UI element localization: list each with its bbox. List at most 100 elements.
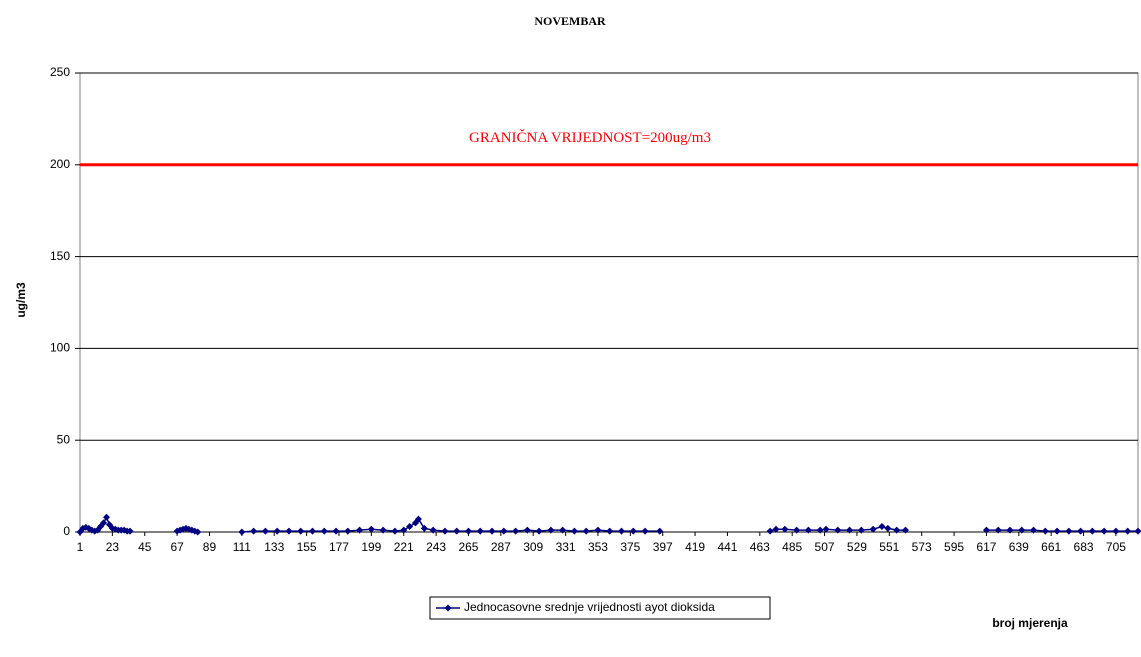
- x-tick-label: 265: [458, 540, 478, 554]
- marker: [441, 527, 449, 535]
- marker: [559, 526, 567, 534]
- marker: [250, 527, 258, 535]
- x-tick-label: 595: [944, 540, 964, 554]
- x-tick-label: 287: [491, 540, 511, 554]
- marker: [453, 527, 461, 535]
- legend-box: [429, 596, 771, 620]
- marker: [1018, 526, 1026, 534]
- x-tick-label: 155: [297, 540, 317, 554]
- marker: [308, 527, 316, 535]
- legend-label: Jednocasovne srednje vrijednosti ayot di…: [464, 600, 715, 614]
- x-tick-label: 353: [588, 540, 608, 554]
- x-tick-label: 111: [233, 540, 252, 554]
- x-tick-label: 683: [1074, 540, 1094, 554]
- marker: [804, 526, 812, 534]
- marker: [102, 513, 110, 521]
- marker: [629, 527, 637, 535]
- marker: [1100, 527, 1108, 535]
- marker: [535, 527, 543, 535]
- marker: [523, 526, 531, 534]
- x-tick-label: 397: [653, 540, 673, 554]
- y-tick-label: 0: [63, 524, 70, 538]
- marker: [356, 526, 364, 534]
- x-tick-label: 243: [426, 540, 446, 554]
- marker: [878, 522, 886, 530]
- marker: [512, 527, 520, 535]
- x-tick-label: 485: [782, 540, 802, 554]
- x-tick-label: 133: [264, 540, 284, 554]
- marker: [126, 527, 134, 535]
- x-tick-label: 67: [170, 540, 184, 554]
- marker: [332, 527, 340, 535]
- x-tick-label: 89: [203, 540, 217, 554]
- x-axis-label: broj mjerenja: [992, 616, 1068, 630]
- marker: [464, 527, 472, 535]
- marker: [1077, 527, 1085, 535]
- x-tick-label: 23: [106, 540, 120, 554]
- x-tick-label: 507: [815, 540, 835, 554]
- marker: [816, 526, 824, 534]
- x-tick-label: 331: [556, 540, 576, 554]
- y-tick-label: 150: [50, 249, 70, 263]
- marker: [1088, 527, 1096, 535]
- x-tick-label: 177: [329, 540, 349, 554]
- y-tick-label: 50: [57, 432, 71, 446]
- marker: [261, 527, 269, 535]
- annotation: GRANIČNA VRIJEDNOST=200ug/m3: [469, 129, 711, 146]
- marker: [594, 526, 602, 534]
- marker: [476, 527, 484, 535]
- chart-title: NOVEMBAR: [534, 14, 606, 28]
- marker: [1124, 527, 1132, 535]
- x-tick-label: 705: [1106, 540, 1126, 554]
- marker: [100, 519, 108, 527]
- y-tick-label: 250: [50, 65, 70, 79]
- marker: [320, 527, 328, 535]
- marker: [582, 527, 590, 535]
- x-tick-label: 1: [77, 540, 84, 554]
- marker: [429, 526, 437, 534]
- marker: [285, 527, 293, 535]
- x-tick-label: 419: [685, 540, 705, 554]
- plot-area: [79, 72, 1139, 533]
- marker: [846, 526, 854, 534]
- marker: [766, 527, 774, 535]
- x-tick-label: 441: [717, 540, 737, 554]
- marker: [297, 527, 305, 535]
- marker: [606, 527, 614, 535]
- marker: [367, 525, 375, 533]
- marker: [857, 526, 865, 534]
- marker: [406, 522, 414, 530]
- marker: [781, 525, 789, 533]
- marker: [1053, 527, 1061, 535]
- marker: [1006, 526, 1014, 534]
- marker: [982, 526, 990, 534]
- legend-marker: [444, 604, 452, 612]
- marker: [547, 526, 555, 534]
- marker: [400, 526, 408, 534]
- marker: [869, 525, 877, 533]
- marker: [994, 526, 1002, 534]
- marker: [391, 527, 399, 535]
- marker: [793, 526, 801, 534]
- x-tick-label: 661: [1041, 540, 1061, 554]
- x-tick-label: 639: [1009, 540, 1029, 554]
- marker: [500, 527, 508, 535]
- x-tick-label: 551: [879, 540, 899, 554]
- marker: [273, 527, 281, 535]
- marker: [420, 524, 428, 532]
- marker: [1134, 527, 1141, 535]
- marker: [902, 526, 910, 534]
- marker: [238, 528, 246, 536]
- marker: [1112, 527, 1120, 535]
- y-axis-label: ug/m3: [14, 282, 28, 318]
- marker: [772, 525, 780, 533]
- x-tick-label: 573: [912, 540, 932, 554]
- marker: [1065, 527, 1073, 535]
- y-tick-label: 200: [50, 157, 70, 171]
- marker: [656, 527, 664, 535]
- x-tick-label: 199: [361, 540, 381, 554]
- marker: [834, 526, 842, 534]
- marker: [1041, 527, 1049, 535]
- marker: [884, 524, 892, 532]
